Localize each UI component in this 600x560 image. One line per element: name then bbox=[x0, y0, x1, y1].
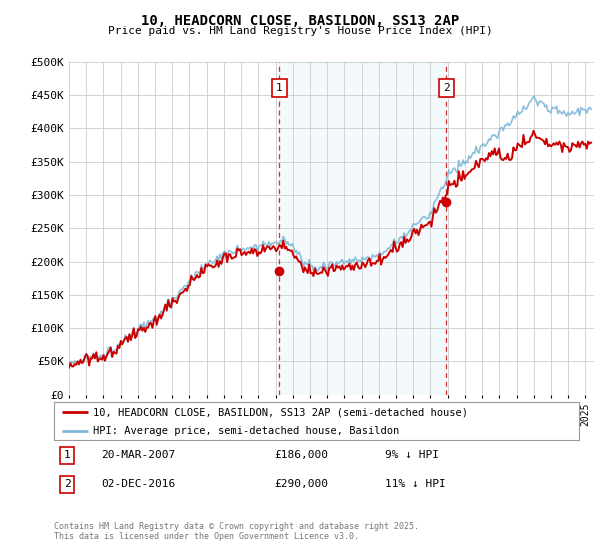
Text: 2: 2 bbox=[443, 83, 449, 94]
Bar bbox=[280, 62, 446, 395]
Text: £186,000: £186,000 bbox=[275, 450, 329, 460]
Text: 02-DEC-2016: 02-DEC-2016 bbox=[101, 479, 176, 489]
Text: Price paid vs. HM Land Registry's House Price Index (HPI): Price paid vs. HM Land Registry's House … bbox=[107, 26, 493, 36]
Text: 10, HEADCORN CLOSE, BASILDON, SS13 2AP (semi-detached house): 10, HEADCORN CLOSE, BASILDON, SS13 2AP (… bbox=[94, 407, 469, 417]
Text: 20-MAR-2007: 20-MAR-2007 bbox=[101, 450, 176, 460]
Text: £290,000: £290,000 bbox=[275, 479, 329, 489]
Text: HPI: Average price, semi-detached house, Basildon: HPI: Average price, semi-detached house,… bbox=[94, 426, 400, 436]
Text: 9% ↓ HPI: 9% ↓ HPI bbox=[385, 450, 439, 460]
Text: 2: 2 bbox=[64, 479, 71, 489]
Text: 1: 1 bbox=[64, 450, 71, 460]
Text: 1: 1 bbox=[276, 83, 283, 94]
Text: 11% ↓ HPI: 11% ↓ HPI bbox=[385, 479, 445, 489]
Text: 10, HEADCORN CLOSE, BASILDON, SS13 2AP: 10, HEADCORN CLOSE, BASILDON, SS13 2AP bbox=[141, 14, 459, 28]
Text: Contains HM Land Registry data © Crown copyright and database right 2025.
This d: Contains HM Land Registry data © Crown c… bbox=[54, 522, 419, 542]
